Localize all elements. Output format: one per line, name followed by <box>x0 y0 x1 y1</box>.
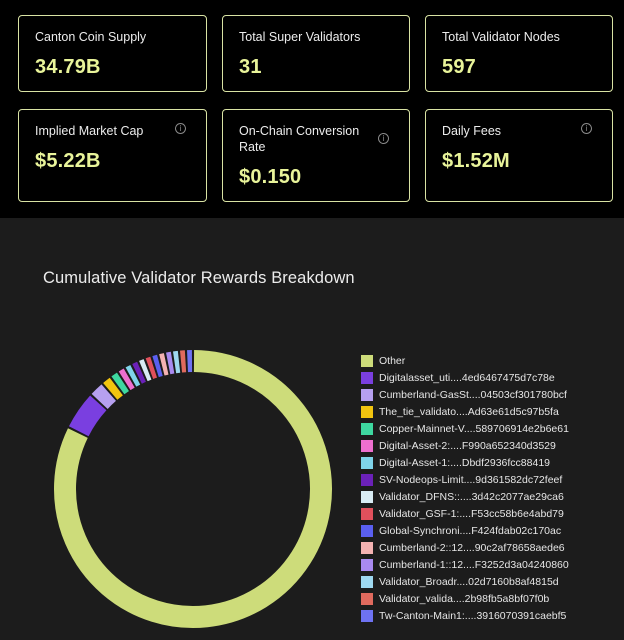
donut-slice[interactable] <box>172 350 181 374</box>
donut-slice[interactable] <box>118 368 135 391</box>
stat-value: 597 <box>442 56 476 78</box>
legend-swatch <box>361 525 373 537</box>
legend-swatch <box>361 491 373 503</box>
donut-slice[interactable] <box>152 354 163 378</box>
legend-swatch <box>361 474 373 486</box>
donut-slice[interactable] <box>139 359 152 382</box>
info-icon[interactable]: i <box>378 133 389 144</box>
legend-label: The_tie_validato....Ad63e61d5c97b5fa <box>379 406 559 418</box>
legend-label: Digitalasset_uti....4ed6467475d7c78e <box>379 372 555 384</box>
stat-label: Implied Market Cap <box>35 124 144 138</box>
legend-swatch <box>361 355 373 367</box>
stat-label: Total Super Validators <box>239 30 361 44</box>
stat-value: 34.79B <box>35 56 101 78</box>
donut-slice[interactable] <box>68 395 107 437</box>
donut-slice[interactable] <box>132 361 146 384</box>
stat-value: $1.52M <box>442 150 510 172</box>
legend-label: Digital-Asset-1:....Dbdf2936fcc88419 <box>379 457 551 469</box>
donut-slice[interactable] <box>54 350 332 628</box>
donut-chart <box>54 350 332 628</box>
legend-swatch <box>361 576 373 588</box>
stat-value: $0.150 <box>239 166 302 188</box>
donut-slice[interactable] <box>91 384 117 410</box>
legend-label: Tw-Canton-Main1:....3916070391caebf5 <box>379 610 567 622</box>
rewards-chart-panel: Cumulative Validator Rewards Breakdown O… <box>0 218 624 640</box>
stat-card-daily-fees: Daily Fees i $1.52M <box>425 109 613 202</box>
stats-section: Canton Coin Supply 34.79B Total Super Va… <box>0 0 624 218</box>
stat-card-coin-supply: Canton Coin Supply 34.79B <box>18 15 207 92</box>
legend-swatch <box>361 593 373 605</box>
legend-swatch <box>361 542 373 554</box>
legend-label: Digital-Asset-2:....F990a652340d3529 <box>379 440 556 452</box>
legend-label: Other <box>379 355 406 367</box>
legend-swatch <box>361 457 373 469</box>
stat-label: Canton Coin Supply <box>35 30 147 44</box>
stat-label: Daily Fees <box>442 124 502 138</box>
stat-label: Total Validator Nodes <box>442 30 560 44</box>
legend-swatch <box>361 423 373 435</box>
legend-swatch <box>361 610 373 622</box>
legend-label: Cumberland-1::12....F3252d3a04240860 <box>379 559 569 571</box>
legend-swatch <box>361 559 373 571</box>
legend-label: Validator_DFNS::....3d42c2077ae29ca6 <box>379 491 564 503</box>
chart-title: Cumulative Validator Rewards Breakdown <box>43 269 355 287</box>
stat-card-market-cap: Implied Market Cap i $5.22B <box>18 109 207 202</box>
stat-value: $5.22B <box>35 150 101 172</box>
donut-slice[interactable] <box>111 372 130 395</box>
legend-label: Global-Synchroni....F424fdab02c170ac <box>379 525 562 537</box>
stat-value: 31 <box>239 56 262 78</box>
legend-swatch <box>361 508 373 520</box>
stat-card-super-validators: Total Super Validators 31 <box>222 15 410 92</box>
legend-swatch <box>361 406 373 418</box>
info-icon[interactable]: i <box>175 123 186 134</box>
legend-swatch <box>361 440 373 452</box>
legend-swatch <box>361 389 373 401</box>
legend-label: SV-Nodeops-Limit....9d361582dc72feef <box>379 474 563 486</box>
donut-slice[interactable] <box>125 364 141 387</box>
legend-label: Validator_Broadr....02d7160b8af4815d <box>379 576 559 588</box>
info-icon[interactable]: i <box>581 123 592 134</box>
legend-label: Copper-Mainnet-V....589706914e2b6e61 <box>379 423 569 435</box>
legend-label: Validator_valida....2b98fb5a8bf07f0b <box>379 593 550 605</box>
donut-slice[interactable] <box>145 356 158 380</box>
stat-label: On-Chain Conversion Rate <box>239 124 360 154</box>
legend-swatch <box>361 372 373 384</box>
donut-slice[interactable] <box>103 377 123 400</box>
legend-label: Cumberland-2::12....90c2af78658aede6 <box>379 542 565 554</box>
legend-label: Cumberland-GasSt....04503cf301780bcf <box>379 389 567 401</box>
legend-label: Validator_GSF-1:....F53cc58b6e4abd79 <box>379 508 564 520</box>
stat-card-conversion-rate: On-Chain Conversion Rate i $0.150 <box>222 109 410 202</box>
donut-slice[interactable] <box>166 351 175 375</box>
stat-card-validator-nodes: Total Validator Nodes 597 <box>425 15 613 92</box>
donut-slice[interactable] <box>159 353 169 376</box>
